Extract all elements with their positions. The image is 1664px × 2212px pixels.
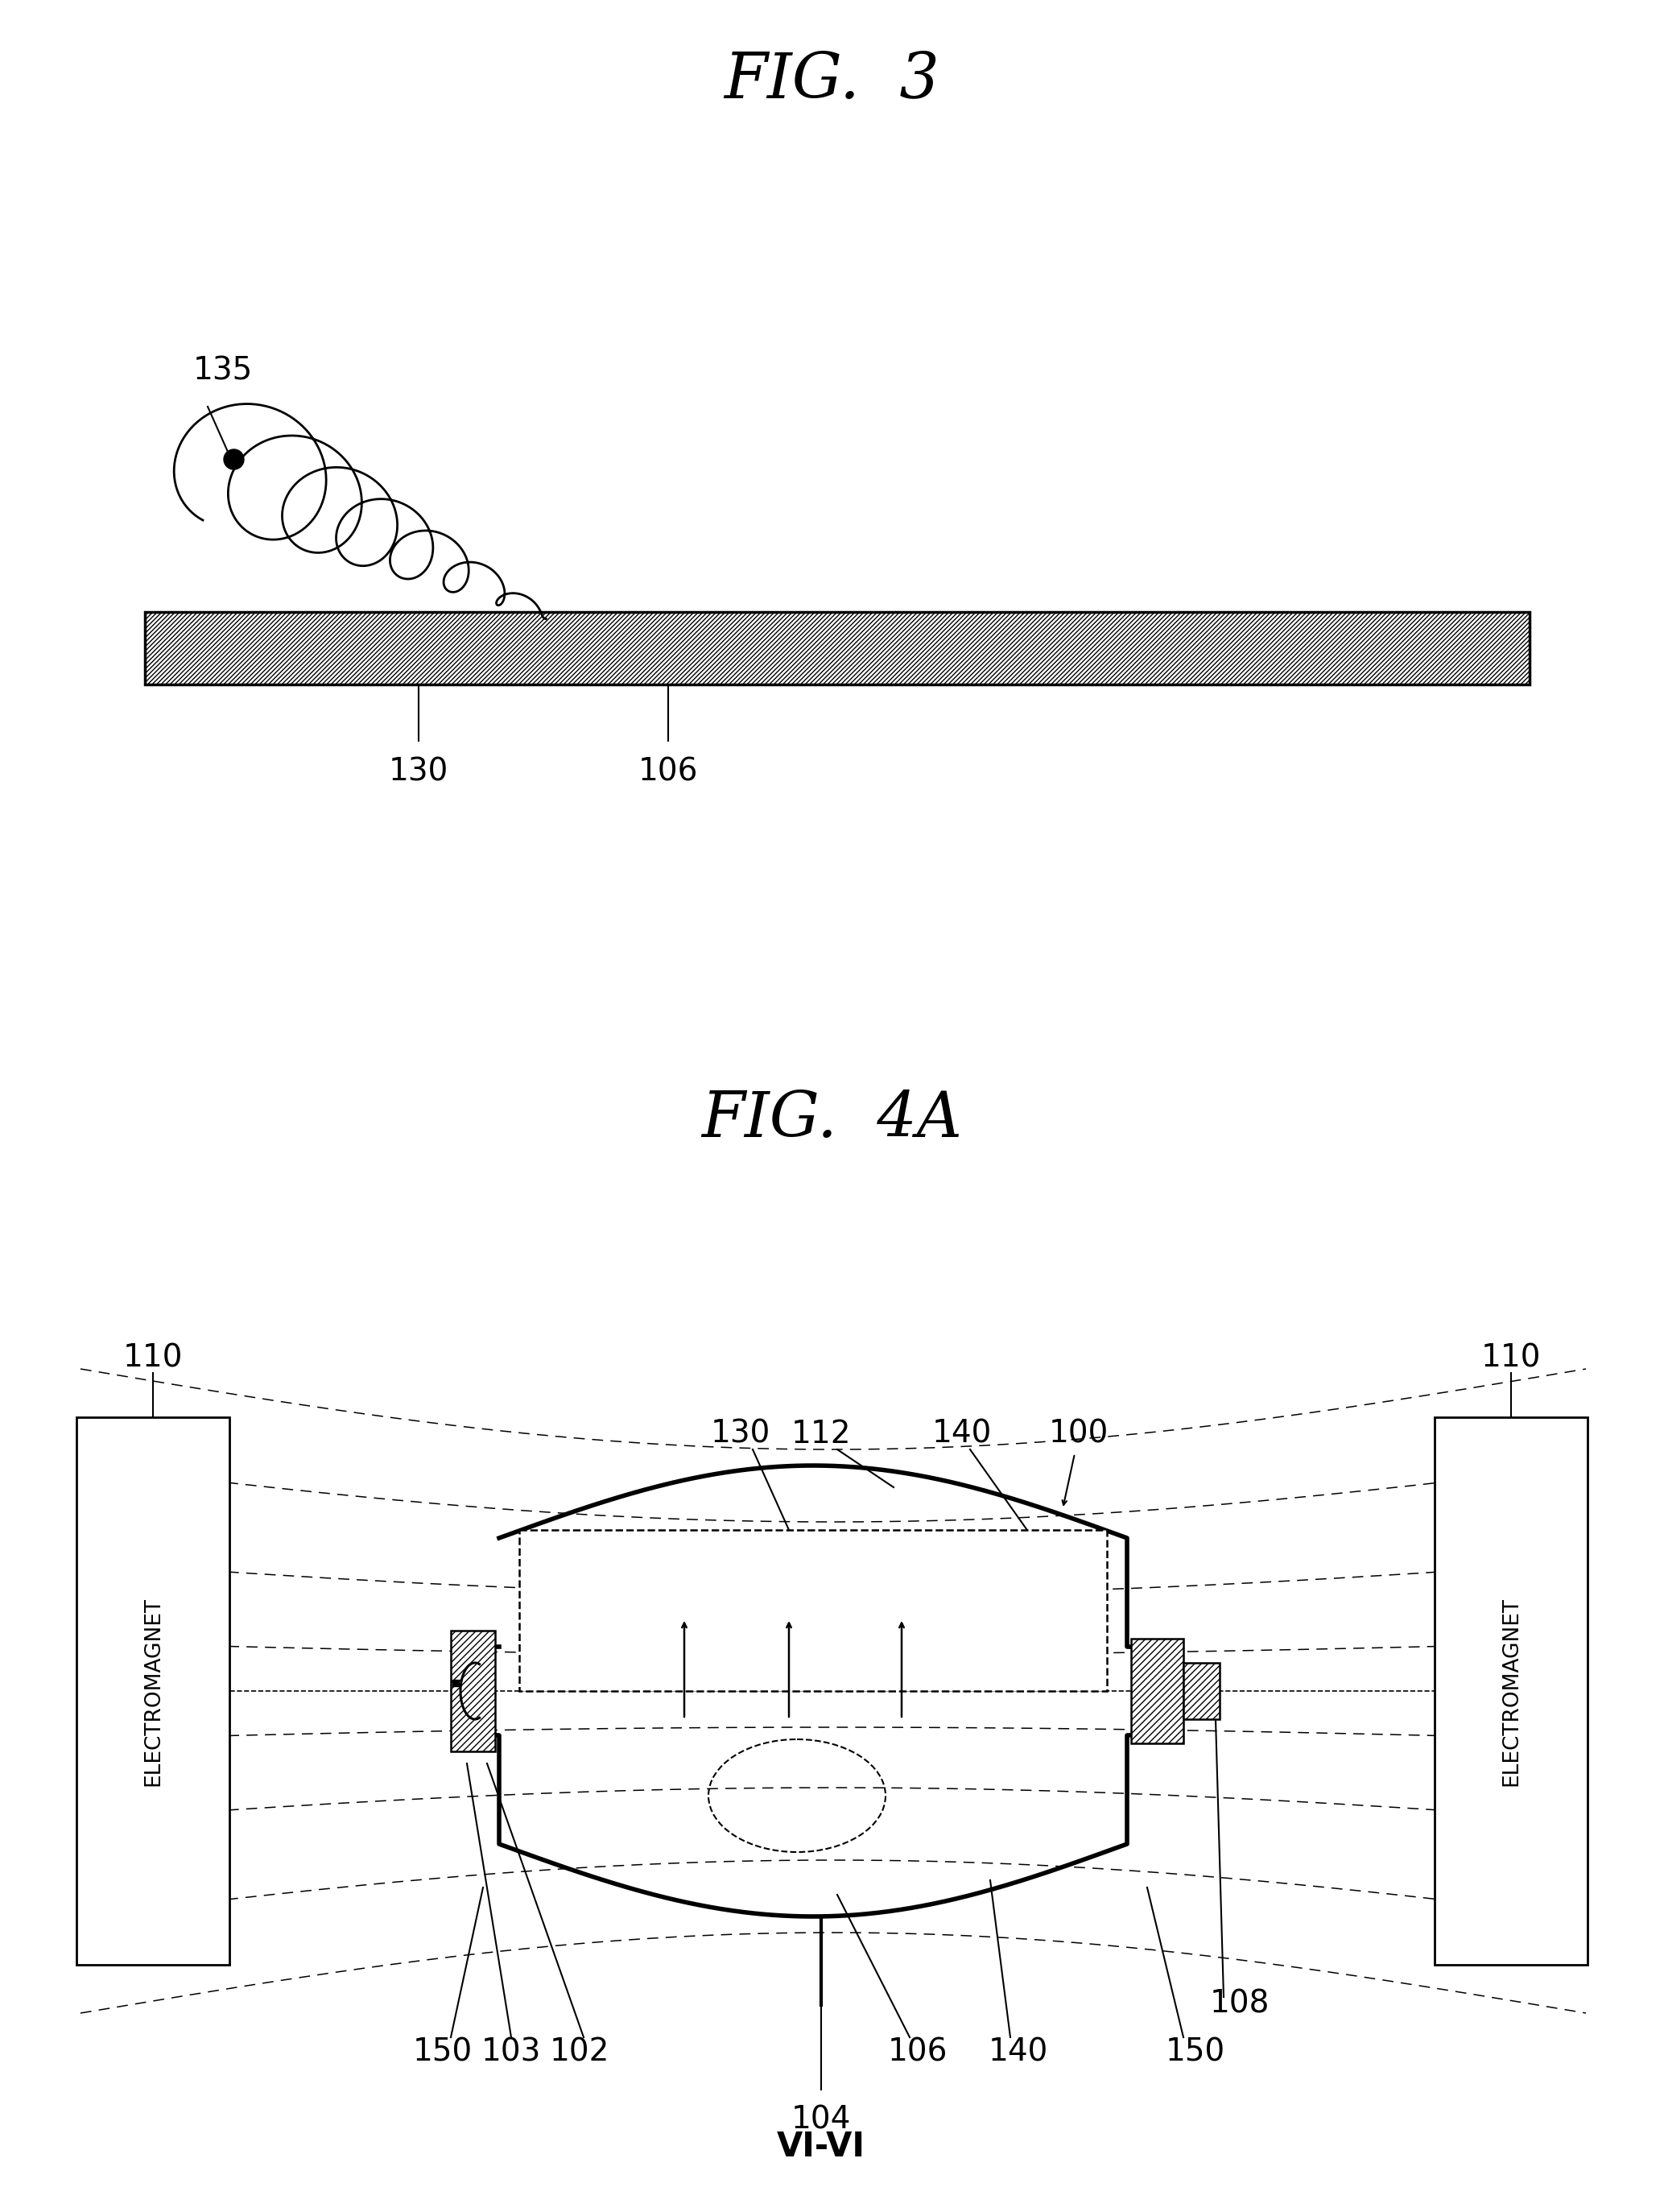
Text: ELECTROMAGNET: ELECTROMAGNET: [1501, 1597, 1521, 1785]
Text: 140: 140: [932, 1418, 992, 1449]
Bar: [451, 1630, 496, 1752]
Text: 130: 130: [711, 1418, 770, 1449]
Text: 100: 100: [1048, 1418, 1108, 1449]
Bar: [145, 613, 1529, 684]
Text: 103: 103: [481, 2037, 541, 2068]
Bar: [77, 1418, 230, 1964]
Text: ELECTROMAGNET: ELECTROMAGNET: [143, 1597, 163, 1785]
Text: 130: 130: [389, 757, 449, 787]
Text: FIG.  4A: FIG. 4A: [701, 1088, 962, 1150]
Text: 106: 106: [639, 757, 699, 787]
Text: 150: 150: [1165, 2037, 1225, 2068]
Text: VI-VI: VI-VI: [777, 2130, 865, 2163]
Text: 104: 104: [790, 2104, 850, 2135]
Text: 102: 102: [549, 2037, 609, 2068]
Text: 112: 112: [790, 1418, 850, 1449]
Text: 135: 135: [193, 356, 253, 387]
Bar: [519, 1531, 1107, 1690]
Bar: [1132, 1639, 1183, 1743]
Text: 110: 110: [1481, 1343, 1541, 1374]
Bar: [145, 613, 1529, 684]
Bar: [451, 1630, 496, 1752]
Text: 108: 108: [1210, 1989, 1270, 2020]
Bar: [1434, 1418, 1587, 1964]
Bar: [1183, 1663, 1220, 1719]
Bar: [1132, 1639, 1183, 1743]
Bar: [1183, 1663, 1220, 1719]
Text: 110: 110: [123, 1343, 183, 1374]
Text: 140: 140: [988, 2037, 1048, 2068]
Text: 150: 150: [413, 2037, 473, 2068]
Text: FIG.  3: FIG. 3: [724, 51, 940, 111]
Text: 106: 106: [889, 2037, 948, 2068]
